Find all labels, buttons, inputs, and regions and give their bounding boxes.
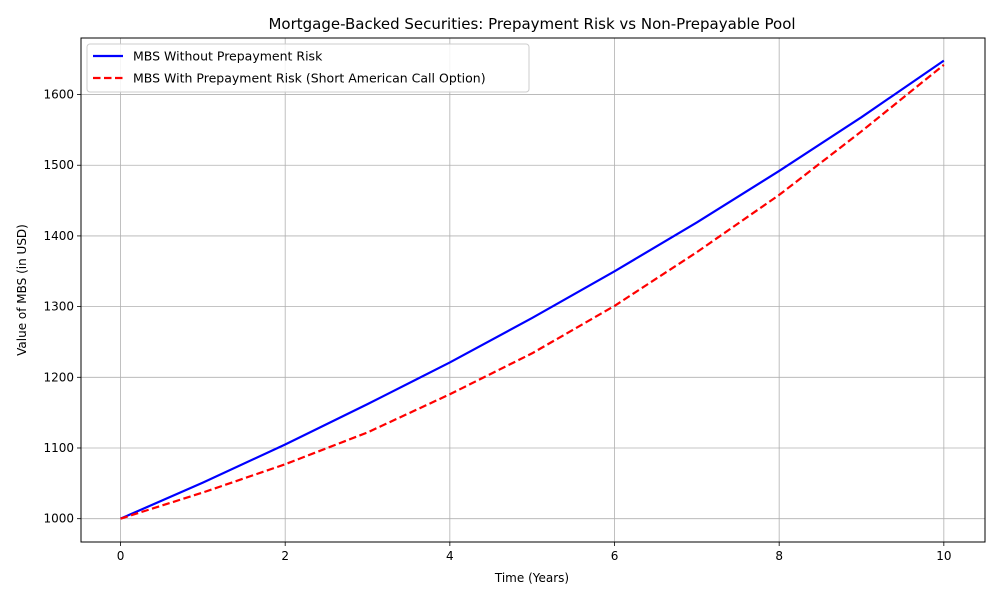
x-axis-label: Time (Years) (494, 571, 569, 585)
y-tick-label: 1000 (43, 512, 74, 526)
grid-lines (81, 38, 985, 542)
plot-frame (80, 37, 986, 543)
x-tick-label: 4 (446, 549, 454, 563)
y-axis-label: Value of MBS (in USD) (15, 224, 29, 356)
y-tick-label: 1100 (43, 441, 74, 455)
series-line-2 (120, 64, 945, 520)
y-tick-label: 1500 (43, 158, 74, 172)
y-tick-label: 1300 (43, 300, 74, 314)
y-tick-label: 1200 (43, 370, 74, 384)
x-tick-label: 8 (775, 549, 783, 563)
y-axis-ticks: 1000 1100 1200 1300 1400 1500 1600 (43, 88, 81, 526)
legend-box (86, 43, 530, 93)
chart-title: Mortgage-Backed Securities: Prepayment R… (268, 15, 795, 33)
y-tick-label: 1600 (43, 88, 74, 102)
x-tick-label: 2 (281, 549, 289, 563)
x-tick-label: 0 (117, 549, 125, 563)
x-axis-ticks: 0 2 4 6 8 10 (117, 542, 951, 563)
x-tick-label: 10 (936, 549, 951, 563)
y-tick-label: 1400 (43, 229, 74, 243)
legend-label-2: MBS With Prepayment Risk (Short American… (133, 71, 486, 86)
x-tick-label: 6 (611, 549, 619, 563)
series-lines (120, 59, 945, 520)
series-line-1 (120, 59, 945, 520)
legend-label-1: MBS Without Prepayment Risk (133, 49, 323, 64)
legend: MBS Without Prepayment Risk MBS With Prep… (86, 43, 530, 93)
